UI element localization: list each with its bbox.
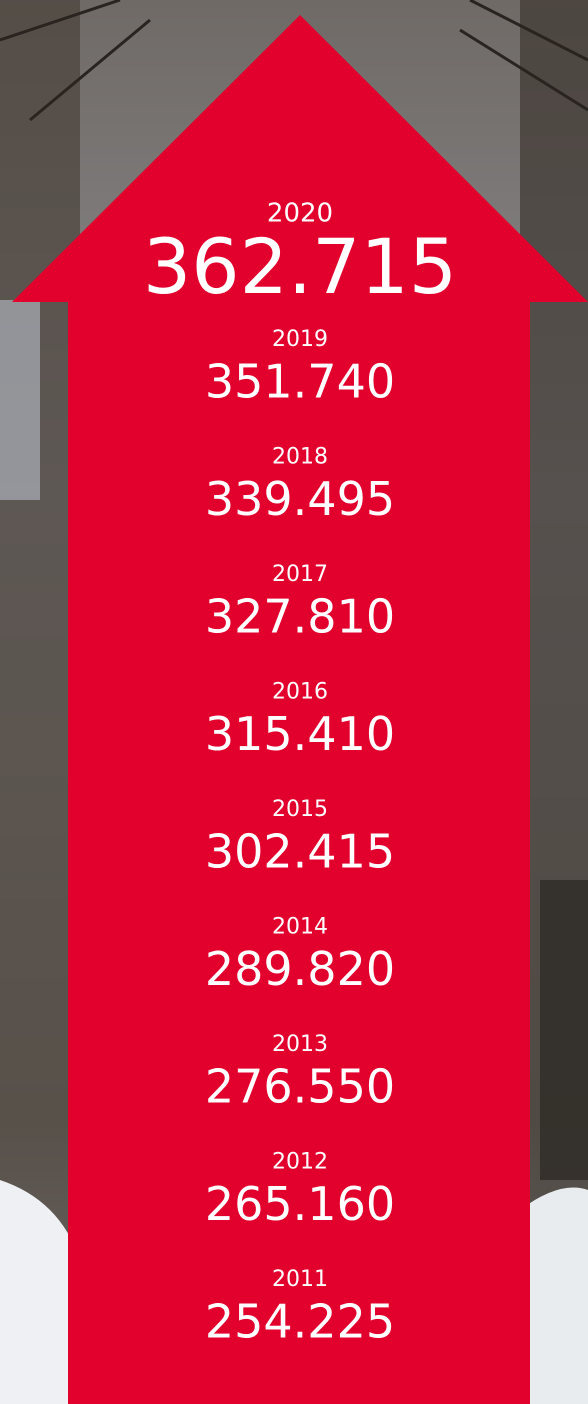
year-label: 2012	[272, 1150, 328, 1175]
arrow	[12, 15, 588, 1404]
year-label: 2018	[272, 445, 328, 470]
year-label: 2014	[272, 915, 328, 940]
value-label: 327.810	[205, 590, 395, 644]
value-label: 315.410	[205, 707, 395, 761]
year-label: 2013	[272, 1032, 328, 1057]
year-label: 2020	[267, 199, 333, 229]
year-label: 2019	[272, 327, 328, 352]
value-label: 362.715	[143, 222, 457, 311]
value-label: 289.820	[205, 942, 395, 996]
year-label: 2015	[272, 797, 328, 822]
value-label: 254.225	[205, 1295, 395, 1349]
value-label: 265.160	[205, 1177, 395, 1231]
year-label: 2011	[272, 1267, 328, 1292]
year-label: 2016	[272, 680, 328, 705]
value-label: 351.740	[205, 355, 395, 409]
year-label: 2017	[272, 562, 328, 587]
value-label: 339.495	[205, 472, 395, 526]
value-label: 302.415	[205, 825, 395, 879]
value-label: 276.550	[205, 1060, 395, 1114]
